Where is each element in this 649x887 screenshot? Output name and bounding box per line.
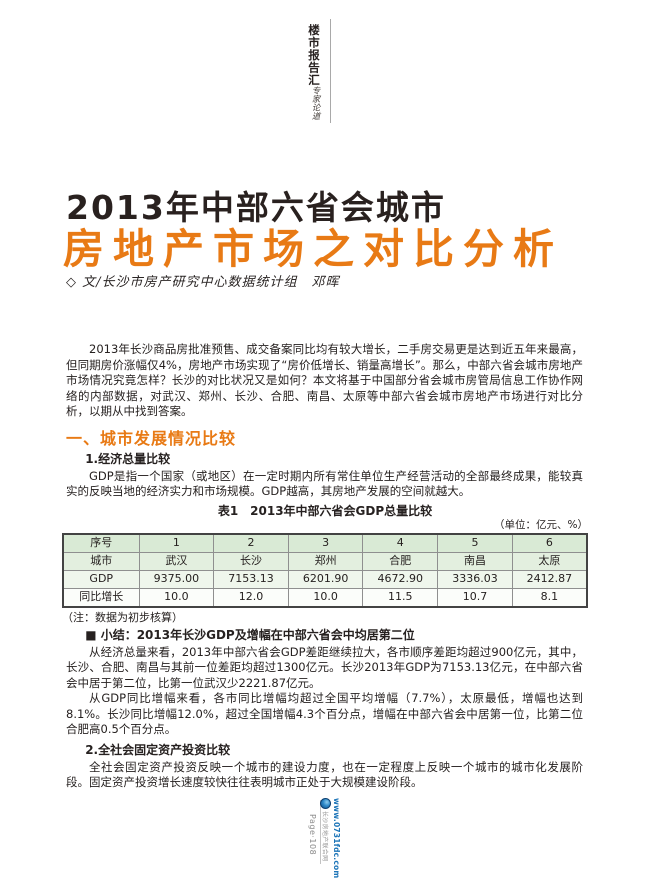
table-row-header: 城市: [62, 551, 140, 571]
table-cell: 10.0: [138, 587, 215, 607]
masthead-series-title: 楼市报告汇: [307, 24, 321, 87]
table-cell: 9375.00: [138, 569, 215, 589]
subsection2-paragraph: 全社会固定资产投资反映一个城市的建设力度，也在一定程度上反映一个城市的城市化发展…: [66, 759, 583, 790]
table-cell: 1: [138, 533, 215, 553]
table-row-growth: 同比增长 10.0 12.0 10.0 11.5 10.7 8.1: [62, 587, 588, 607]
subsection2-heading: 2.全社会固定资产投资比较: [85, 742, 231, 757]
table-cell: 6201.90: [287, 569, 364, 589]
intro-paragraph: 2013年长沙商品房批准预售、成交备案同比均有较大增长，二手房交易更是达到近五年…: [66, 342, 583, 418]
table-cell: 3: [287, 533, 364, 553]
table-cell: 11.5: [362, 587, 439, 607]
table-cell: 长沙: [213, 551, 289, 571]
table-cell: 4: [362, 533, 439, 553]
publisher-globe-icon: [320, 798, 332, 809]
publisher-site-row: 长沙房地产联合网: [320, 798, 332, 862]
table-cell: 太原: [511, 551, 588, 571]
summary-heading: ■ 小结：2013年长沙GDP及增幅在中部六省会中均居第二位: [85, 627, 415, 642]
table-row-city: 城市 武汉 长沙 郑州 合肥 南昌 太原: [62, 551, 588, 571]
table-cell: 6: [511, 533, 588, 553]
gdp-comparison-table: 序号 1 2 3 4 5 6 城市 武汉 长沙 郑州 合肥 南昌: [62, 532, 588, 608]
table-cell: 7153.13: [213, 569, 289, 589]
table1-unit-label: （单位：亿元、%）: [494, 518, 588, 531]
section1-heading: 一、城市发展情况比较: [66, 428, 237, 448]
subsection1-heading: 1.经济总量比较: [85, 451, 171, 466]
page-number: Page·108: [308, 814, 317, 856]
table-cell: 2412.87: [511, 569, 588, 589]
table-cell: 合肥: [362, 551, 439, 571]
table-cell: 2: [213, 533, 289, 553]
summary-paragraph-1: 从经济总量来看，2013年中部六省会GDP差距继续拉大，各市顺序差距均超过900…: [66, 644, 583, 690]
table-cell: 12.0: [213, 587, 289, 607]
table-cell: 10.0: [287, 587, 364, 607]
publisher-site-name: 长沙房地产联合网: [321, 811, 329, 862]
table1-caption: 表1 2013年中部六省会GDP总量比较: [217, 503, 433, 518]
article-title-line1: 2013年中部六省会城市: [66, 188, 446, 227]
table-row-gdp: GDP 9375.00 7153.13 6201.90 4672.90 3336…: [62, 569, 588, 589]
table-cell: 4672.90: [362, 569, 439, 589]
table1-note: （注：数据为初步核算）: [62, 610, 183, 624]
table-row-header: GDP: [62, 569, 140, 589]
table-row-header: 同比增长: [62, 587, 140, 607]
table-row-index: 序号 1 2 3 4 5 6: [62, 533, 588, 553]
subsection1-paragraph: GDP是指一个国家（或地区）在一定时期内所有常住单位生产经营活动的全部最终成果，…: [66, 468, 583, 499]
publisher-logo: www.0731fdc.com 长沙房地产联合网: [320, 798, 341, 879]
summary-paragraph-2: 从GDP同比增幅来看，各市同比增幅均超过全国平均增幅（7.7%），太原最低，增幅…: [66, 691, 583, 736]
table-cell: 郑州: [287, 551, 364, 571]
masthead-column-title: 专家论道: [310, 86, 320, 120]
table1-block: 表1 2013年中部六省会GDP总量比较 （单位：亿元、%） 序号 1 2 3 …: [62, 503, 588, 624]
table-cell: 3336.03: [437, 569, 513, 589]
table-cell: 8.1: [511, 587, 588, 607]
article-title-line2: 房地产市场之对比分析: [63, 225, 563, 273]
publisher-url: www.0731fdc.com: [332, 798, 341, 879]
footer-divider: [320, 800, 321, 864]
table-cell: 武汉: [138, 551, 215, 571]
article-byline: ◇ 文/长沙市房产研究中心数据统计组 邓晖: [66, 275, 340, 290]
article-body: 2013年长沙商品房批准预售、成交备案同比均有较大增长，二手房交易更是达到近五年…: [62, 342, 588, 791]
table-row-header: 序号: [62, 533, 140, 553]
table-cell: 10.7: [437, 587, 513, 607]
table-cell: 南昌: [437, 551, 513, 571]
table-cell: 5: [437, 533, 513, 553]
masthead-rule: [330, 19, 331, 123]
